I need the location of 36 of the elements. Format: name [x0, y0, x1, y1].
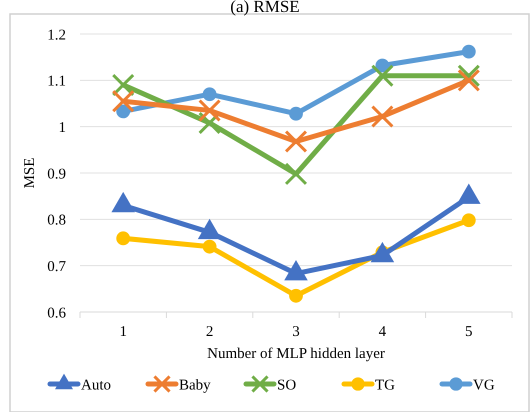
point — [462, 44, 476, 59]
point — [289, 288, 303, 303]
point — [202, 240, 217, 254]
point — [457, 68, 480, 92]
point — [289, 106, 303, 121]
chart-title: (a) RMSE — [230, 0, 300, 16]
x-tick-label: 5 — [465, 324, 473, 340]
point — [375, 58, 390, 72]
x-tick-label: 4 — [378, 324, 387, 340]
y-tick-label: 0.8 — [47, 212, 66, 229]
y-tick-label: 1 — [58, 120, 66, 136]
point — [284, 130, 308, 153]
point — [198, 99, 222, 122]
point — [116, 231, 130, 246]
legend-label: Auto — [81, 377, 111, 394]
y-axis-title: MSE — [22, 158, 38, 188]
x-tick-label: 3 — [292, 324, 300, 340]
y-tick-label: 1.2 — [47, 27, 66, 44]
y-tick-label: 0.7 — [47, 258, 66, 275]
point — [116, 104, 130, 118]
y-tick-label: 0.9 — [47, 166, 66, 182]
legend-label: VG — [473, 377, 495, 394]
point — [370, 64, 394, 88]
legend-label: TG — [375, 377, 396, 394]
x-tick-label: 1 — [119, 324, 127, 340]
y-tick-label: 0.6 — [47, 305, 66, 322]
legend-label: SO — [277, 377, 296, 394]
x-tick-label: 2 — [206, 324, 214, 340]
y-tick-label: 1.1 — [47, 74, 66, 90]
x-axis-title: Number of MLP hidden layer — [207, 346, 385, 362]
point — [284, 162, 308, 186]
point — [202, 87, 217, 102]
point — [462, 213, 476, 228]
legend-label: Baby — [179, 377, 212, 394]
point — [112, 90, 135, 113]
point — [370, 105, 394, 128]
